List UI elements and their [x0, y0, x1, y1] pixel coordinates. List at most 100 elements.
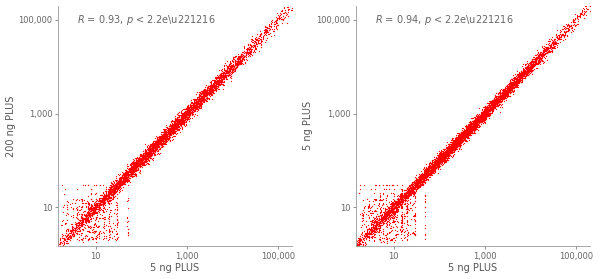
Point: [481, 107, 491, 111]
Point: [521, 68, 530, 73]
Point: [448, 154, 457, 159]
Point: [485, 111, 495, 116]
Point: [474, 117, 484, 121]
Point: [223, 71, 233, 76]
Point: [77, 218, 87, 223]
Point: [443, 148, 453, 152]
Point: [145, 150, 154, 155]
Point: [222, 69, 232, 73]
Point: [154, 151, 163, 155]
Point: [121, 175, 131, 179]
Point: [198, 96, 208, 100]
Point: [403, 227, 412, 232]
Point: [166, 133, 175, 137]
Point: [230, 60, 239, 64]
X-axis label: 5 ng PLUS: 5 ng PLUS: [448, 263, 497, 273]
Point: [450, 141, 460, 145]
Point: [206, 91, 215, 95]
Point: [523, 66, 533, 71]
Point: [218, 74, 228, 78]
Point: [199, 95, 208, 100]
Point: [431, 156, 441, 160]
Point: [124, 168, 134, 173]
Point: [455, 138, 464, 143]
Point: [111, 199, 121, 204]
Point: [540, 44, 550, 49]
Point: [421, 167, 431, 172]
Point: [71, 221, 81, 225]
Point: [431, 160, 440, 164]
Point: [362, 228, 372, 233]
Point: [456, 141, 466, 145]
Point: [421, 169, 431, 173]
Point: [443, 148, 452, 152]
Point: [395, 195, 405, 200]
Point: [224, 70, 234, 74]
Point: [529, 63, 539, 67]
Point: [494, 95, 504, 99]
Point: [373, 203, 383, 207]
Point: [193, 103, 202, 108]
Point: [86, 207, 95, 211]
Point: [259, 33, 268, 38]
Point: [143, 153, 152, 158]
Point: [435, 160, 445, 165]
Point: [476, 112, 486, 117]
Point: [142, 158, 151, 162]
Point: [156, 138, 166, 143]
Point: [175, 121, 185, 126]
Point: [433, 159, 443, 163]
Point: [487, 105, 496, 110]
Point: [142, 150, 151, 155]
Point: [121, 175, 130, 179]
Point: [143, 153, 152, 158]
Point: [499, 92, 509, 96]
Point: [506, 86, 515, 90]
Point: [459, 136, 469, 141]
Point: [418, 172, 427, 176]
Point: [515, 76, 525, 81]
Point: [176, 122, 185, 126]
Point: [143, 155, 152, 159]
Point: [68, 231, 78, 236]
Point: [163, 136, 172, 141]
Point: [130, 162, 139, 166]
Point: [133, 159, 142, 163]
Point: [484, 111, 493, 116]
Point: [114, 182, 124, 186]
Point: [374, 237, 384, 242]
Point: [113, 222, 122, 226]
Point: [149, 148, 159, 153]
Point: [230, 58, 240, 62]
Point: [195, 93, 205, 97]
Point: [143, 151, 153, 156]
Point: [148, 145, 157, 150]
Point: [410, 190, 420, 194]
Point: [539, 49, 548, 53]
Point: [127, 173, 136, 178]
Point: [81, 215, 91, 219]
Point: [187, 111, 197, 116]
Point: [141, 153, 151, 157]
Point: [170, 117, 179, 122]
Point: [121, 174, 130, 179]
Point: [372, 211, 382, 216]
Point: [443, 149, 453, 154]
Point: [491, 98, 500, 103]
Point: [435, 159, 445, 163]
Point: [472, 119, 482, 123]
Point: [166, 128, 176, 132]
Point: [194, 94, 203, 99]
Point: [416, 180, 426, 184]
Point: [106, 194, 115, 199]
Point: [466, 127, 476, 131]
Point: [92, 211, 102, 216]
Point: [382, 215, 392, 220]
Point: [109, 195, 119, 200]
Point: [481, 107, 490, 112]
Point: [469, 122, 478, 126]
Point: [506, 80, 516, 84]
Point: [148, 150, 158, 154]
Point: [68, 230, 78, 234]
Point: [550, 46, 560, 50]
